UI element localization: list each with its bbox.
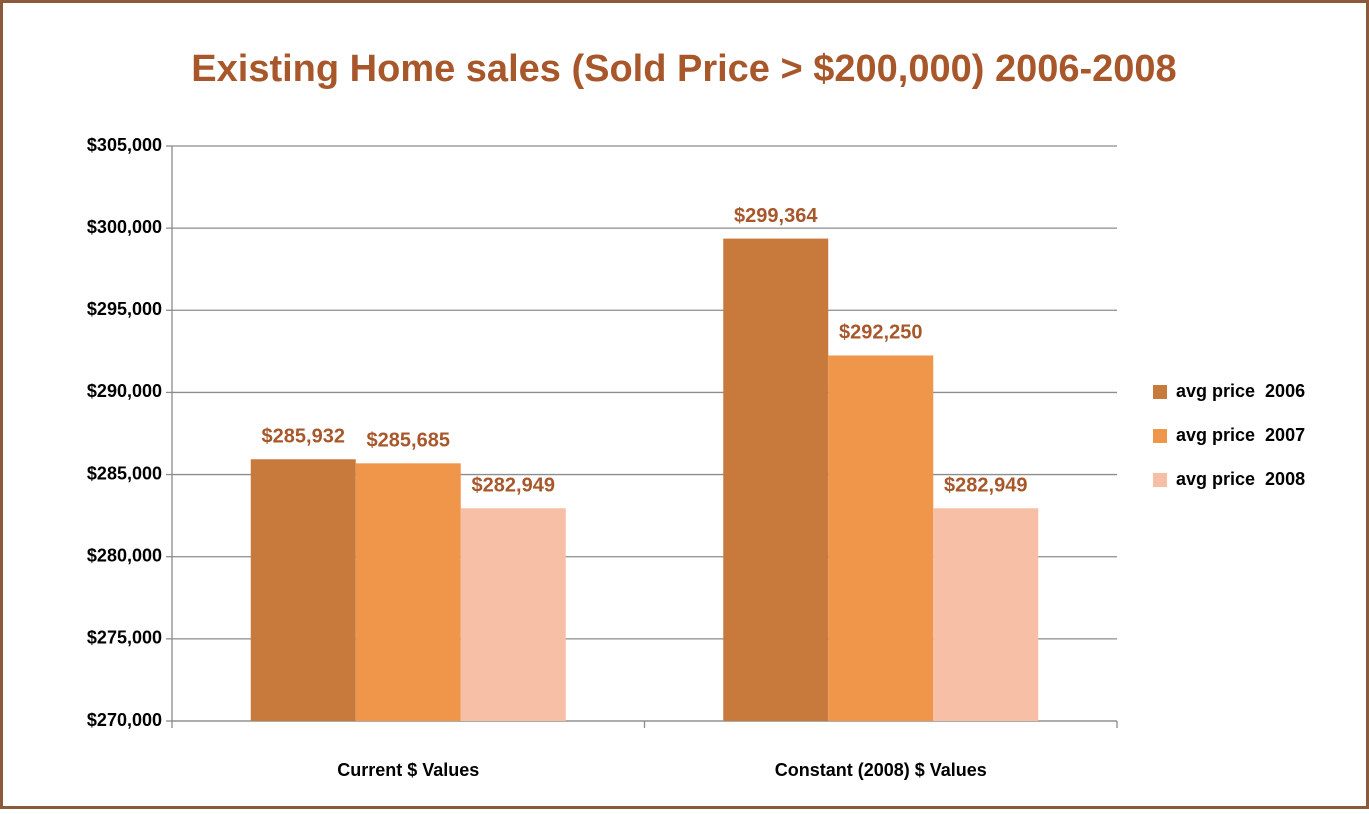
legend-swatch — [1153, 473, 1167, 487]
y-tick-label: $270,000 — [87, 710, 162, 730]
legend-swatch — [1153, 385, 1167, 399]
y-tick-label: $300,000 — [87, 217, 162, 237]
value-label: $285,932 — [262, 426, 345, 448]
y-tick-label: $290,000 — [87, 381, 162, 401]
bar — [933, 508, 1039, 721]
bar — [460, 508, 566, 721]
bar — [828, 355, 934, 721]
bar — [355, 463, 461, 721]
value-label: $282,949 — [944, 475, 1027, 497]
legend-swatch — [1153, 429, 1167, 443]
y-tick-label: $305,000 — [87, 135, 162, 155]
value-label: $299,364 — [734, 205, 818, 227]
bar — [250, 459, 356, 721]
y-tick-label: $275,000 — [87, 628, 162, 648]
legend-label: avg price 2006 — [1176, 381, 1305, 401]
legend-label: avg price 2008 — [1176, 469, 1305, 489]
legend-label: avg price 2007 — [1176, 425, 1305, 445]
y-tick-label: $295,000 — [87, 299, 162, 319]
chart-title: Existing Home sales (Sold Price > $200,0… — [191, 48, 1176, 90]
value-label: $285,685 — [367, 430, 450, 452]
value-label: $282,949 — [472, 475, 555, 497]
bar — [723, 238, 829, 721]
y-tick-label: $280,000 — [87, 545, 162, 565]
x-tick-label: Constant (2008) $ Values — [775, 760, 987, 780]
value-label: $292,250 — [839, 322, 922, 344]
x-tick-label: Current $ Values — [337, 760, 479, 780]
y-tick-label: $285,000 — [87, 463, 162, 483]
